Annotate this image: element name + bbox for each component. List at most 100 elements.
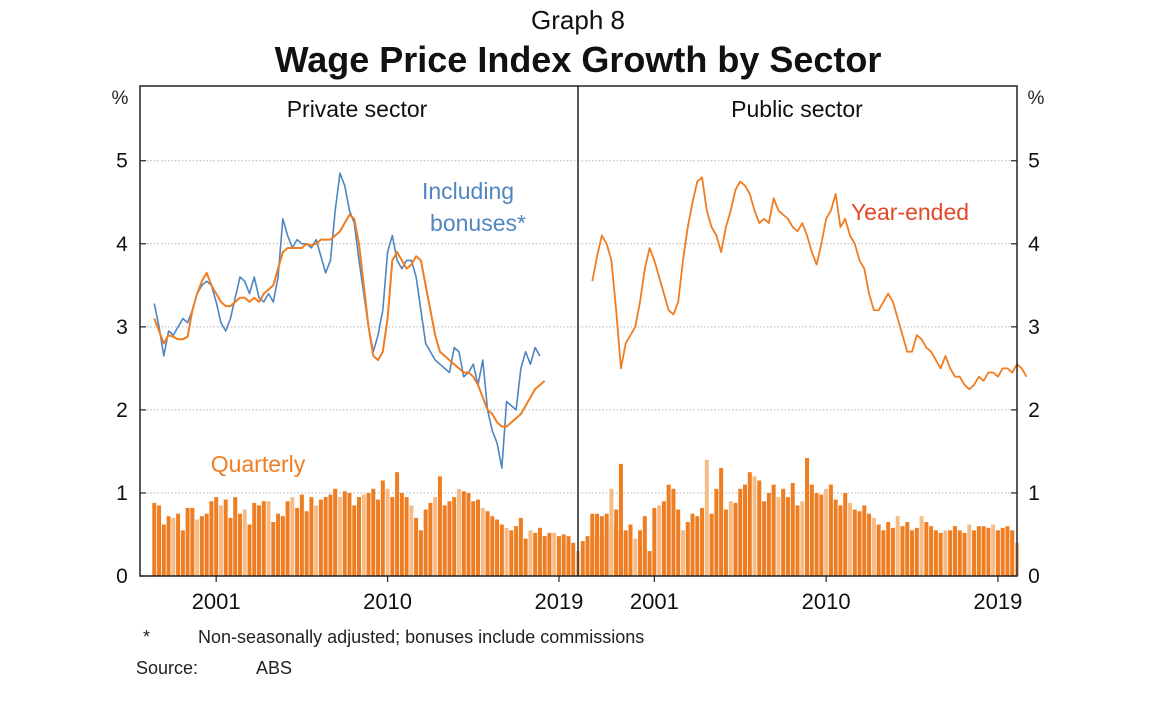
quarterly-bar xyxy=(509,530,514,576)
quarterly-bar xyxy=(466,492,471,576)
quarterly-bar xyxy=(910,530,915,576)
quarterly-bar xyxy=(876,524,881,576)
quarterly-bar xyxy=(800,501,805,576)
quarterly-bar xyxy=(537,527,542,576)
quarterly-bar xyxy=(490,516,495,576)
quarterly-bar xyxy=(819,494,824,576)
quarterly-bar xyxy=(290,497,295,576)
quarterly-bar xyxy=(995,530,1000,576)
quarterly-bar xyxy=(495,519,500,576)
quarterly-bar xyxy=(571,542,576,576)
y-tick-label: 5 xyxy=(116,150,128,173)
quarterly-bar xyxy=(280,516,285,576)
quarterly-bar xyxy=(199,516,204,576)
quarterly-bar xyxy=(357,497,361,576)
quarterly-bar xyxy=(528,530,533,576)
quarterly-bar xyxy=(709,513,714,576)
quarterly-bar xyxy=(414,517,419,576)
quarterly-bar xyxy=(952,526,957,576)
quarterly-bar xyxy=(766,492,771,576)
quarterly-bar xyxy=(590,513,595,576)
quarterly-bar xyxy=(547,532,552,576)
quarterly-bar xyxy=(924,522,929,576)
quarterly-bar xyxy=(242,509,247,576)
quarterly-bar xyxy=(166,516,171,576)
quarterly-bar xyxy=(523,538,528,576)
quarterly-bar xyxy=(171,517,176,576)
x-tick-label: 2001 xyxy=(192,589,241,614)
quarterly-bar xyxy=(938,532,943,576)
quarterly-bar xyxy=(671,488,676,576)
y-tick-label: 5 xyxy=(1028,150,1040,173)
quarterly-bar xyxy=(471,501,476,576)
quarterly-bar xyxy=(323,497,328,576)
quarterly-bar xyxy=(195,519,200,576)
quarterly-bar xyxy=(781,488,786,576)
source-value: ABS xyxy=(256,658,292,678)
quarterly-bar xyxy=(580,541,585,576)
quarterly-bar xyxy=(514,526,519,576)
y-tick-label: 0 xyxy=(116,565,128,588)
quarterly-bar xyxy=(900,526,905,576)
quarterly-bar xyxy=(404,497,409,576)
quarterly-bar xyxy=(214,497,219,576)
quarterly-bar xyxy=(833,499,838,576)
quarterly-bar xyxy=(642,516,647,576)
y-tick-label: 2 xyxy=(116,399,128,422)
x-ticks: 2001 2010 2019 2001 2010 2019 xyxy=(192,576,1022,614)
line-including-bonuses xyxy=(153,172,541,469)
line-public-year-ended xyxy=(591,176,1028,391)
quarterly-bar xyxy=(805,458,810,576)
y-tick-label: 4 xyxy=(116,233,128,256)
quarterly-bar xyxy=(556,536,561,576)
quarterly-bar xyxy=(871,517,876,576)
quarterly-bar xyxy=(628,524,633,576)
quarterly-bar xyxy=(190,507,195,576)
quarterly-bar xyxy=(409,505,414,576)
quarterly-bar xyxy=(886,522,891,576)
quarterly-bar xyxy=(157,505,162,576)
quarterly-bar xyxy=(252,502,257,576)
quarterly-bar xyxy=(905,522,910,576)
y-tick-label: 3 xyxy=(116,316,128,339)
series-lines xyxy=(153,172,1028,469)
quarterly-bar xyxy=(919,516,924,576)
quarterly-bar xyxy=(638,530,643,576)
quarterly-bar xyxy=(185,507,190,576)
quarterly-bar xyxy=(480,507,485,576)
y-tick-label: 3 xyxy=(1028,316,1040,339)
quarterly-bar xyxy=(785,497,790,576)
quarterly-bar xyxy=(747,472,752,576)
quarterly-bar xyxy=(838,505,843,576)
quarterly-bar xyxy=(314,505,319,576)
x-tick-label: 2010 xyxy=(802,589,851,614)
quarterly-bar xyxy=(914,527,919,576)
quarterly-bar xyxy=(223,499,228,576)
quarterly-bar xyxy=(542,536,547,576)
quarterly-bar xyxy=(943,530,948,576)
line-private-year-ended xyxy=(153,213,546,428)
quarterly-bar xyxy=(743,484,748,576)
quarterly-bar xyxy=(161,524,166,576)
y-tick-label: 2 xyxy=(1028,399,1040,422)
quarterly-bar xyxy=(895,516,900,576)
right-axis-unit: % xyxy=(1028,88,1045,109)
year-ended-series-label: Year-ended xyxy=(851,199,969,225)
quarterly-bar xyxy=(218,505,223,576)
quarterly-bar xyxy=(361,494,366,576)
y-tick-label: 1 xyxy=(1028,482,1040,505)
quarterly-bar xyxy=(618,463,623,576)
x-tick-label: 2019 xyxy=(534,589,583,614)
quarterly-bar xyxy=(714,488,719,576)
quarterly-bar xyxy=(504,527,509,576)
quarterly-bar xyxy=(518,517,523,576)
quarterly-bar xyxy=(552,532,557,576)
bonus-series-label-line2: bonuses* xyxy=(430,210,526,236)
quarterly-bar xyxy=(1000,527,1005,576)
panel-title-private: Private sector xyxy=(287,96,428,122)
quarterly-bar xyxy=(176,513,181,576)
quarterly-bar xyxy=(762,501,767,576)
quarterly-bar xyxy=(933,530,938,576)
quarterly-bar xyxy=(604,513,609,576)
